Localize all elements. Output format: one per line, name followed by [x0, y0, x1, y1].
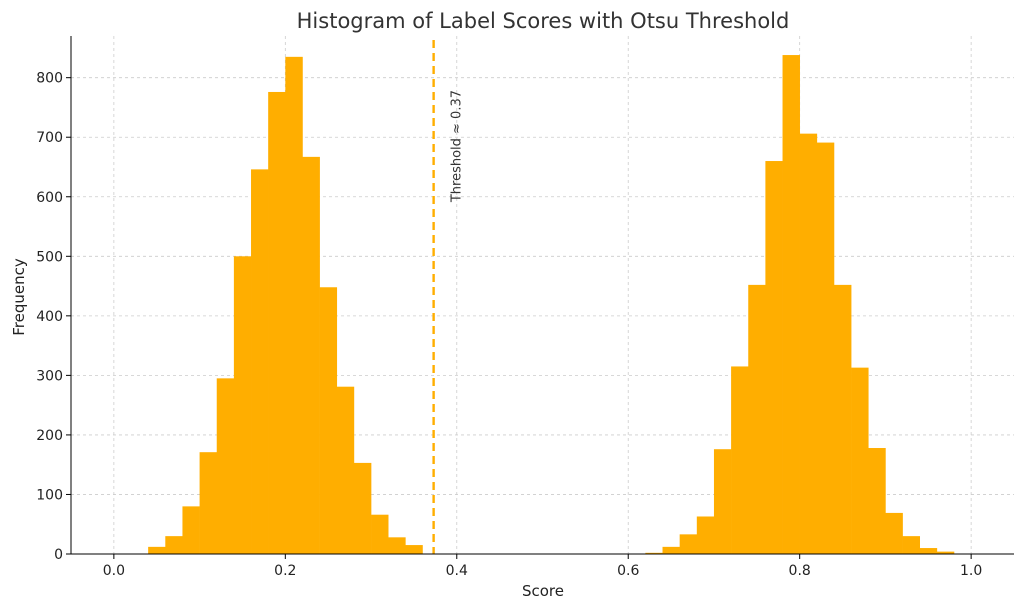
bars-layer [148, 55, 955, 555]
histogram-bar [765, 161, 783, 554]
y-tick-label: 200 [36, 428, 63, 444]
x-tick-label: 0.2 [274, 563, 296, 579]
histogram-bar [902, 536, 920, 554]
histogram-bar [645, 552, 663, 554]
histogram-bar [165, 536, 183, 554]
histogram-bar [713, 449, 732, 554]
histogram-bar [319, 287, 338, 554]
y-tick-label: 700 [36, 130, 63, 146]
threshold-layer: Threshold ≈ 0.37 [432, 40, 465, 554]
histogram-bar [371, 514, 389, 554]
histogram-bar [833, 284, 852, 554]
y-tick-label: 600 [36, 190, 63, 206]
histogram-bar [851, 367, 869, 554]
histogram-bar [405, 545, 423, 554]
histogram-bar [731, 366, 749, 554]
histogram-bar [336, 386, 355, 554]
y-tick-label: 800 [36, 71, 63, 87]
histogram-bar [782, 55, 800, 555]
histogram-bar [353, 462, 372, 554]
chart-title: Histogram of Label Scores with Otsu Thre… [297, 9, 790, 33]
y-tick-label: 300 [36, 368, 63, 384]
histogram-bar [679, 534, 698, 554]
y-tick-label: 400 [36, 309, 63, 325]
x-tick-label: 1.0 [960, 563, 982, 579]
x-tick-label: 0.4 [446, 563, 468, 579]
histogram-bar [233, 256, 252, 554]
histogram-bar [268, 91, 286, 554]
histogram-bar [182, 506, 200, 554]
histogram-bar [662, 546, 680, 554]
histogram-bar [199, 452, 218, 554]
histogram-bar [816, 142, 835, 554]
threshold-label: Threshold ≈ 0.37 [450, 90, 465, 203]
histogram-bar [799, 133, 818, 554]
histogram-bar [148, 546, 166, 554]
axes-layer [70, 36, 1014, 555]
histogram-bar [696, 516, 715, 554]
histogram-bar [885, 512, 903, 554]
y-axis-label: Frequency [10, 258, 28, 336]
histogram-bar [748, 284, 766, 554]
y-tick-label: 0 [54, 547, 63, 563]
x-tick-label: 0.8 [789, 563, 811, 579]
histogram-bar [936, 551, 955, 554]
x-axis-label: Score [522, 582, 564, 600]
y-tick-label: 100 [36, 487, 63, 503]
histogram-bar [919, 548, 938, 554]
x-tick-label: 0.0 [103, 563, 125, 579]
y-tick-label: 500 [36, 249, 63, 265]
histogram-bar [388, 537, 406, 554]
ticks-layer: 0.0 0.2 0.4 0.6 0.8 1.0 0 100 200 300 400 500 600 700… [36, 71, 982, 579]
x-tick-label: 0.6 [617, 563, 639, 579]
histogram-bar [251, 169, 269, 554]
histogram-bar [285, 56, 303, 554]
histogram-bar [302, 156, 320, 554]
histogram-bar [868, 448, 886, 554]
histogram-bar [216, 378, 235, 554]
